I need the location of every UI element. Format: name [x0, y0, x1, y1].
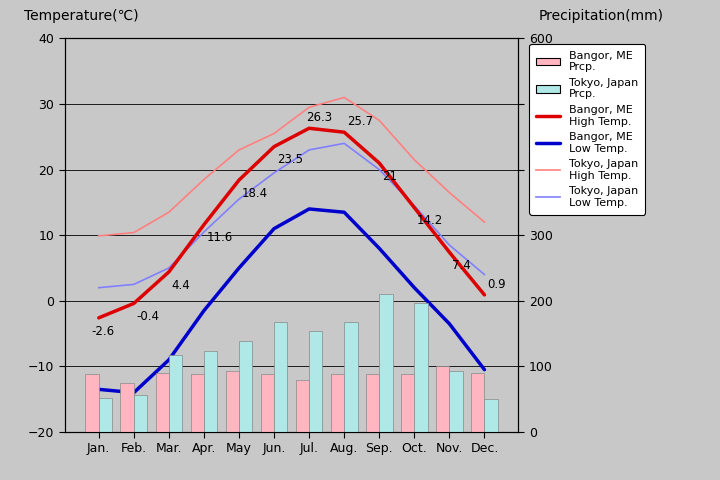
Bar — [86, 373, 99, 432]
Text: 11.6: 11.6 — [207, 231, 233, 244]
Bar — [191, 373, 204, 432]
Text: 4.4: 4.4 — [171, 278, 190, 292]
Bar — [99, 398, 112, 432]
Bar — [239, 341, 252, 432]
Text: Precipitation(mm): Precipitation(mm) — [539, 9, 664, 23]
Text: 21: 21 — [382, 170, 397, 183]
Text: -2.6: -2.6 — [91, 324, 115, 337]
Text: 25.7: 25.7 — [347, 115, 373, 128]
Bar — [414, 303, 428, 432]
Text: 26.3: 26.3 — [306, 111, 333, 124]
Text: 7.4: 7.4 — [452, 259, 471, 272]
Bar — [120, 384, 134, 432]
Bar — [169, 355, 182, 432]
Bar — [379, 294, 392, 432]
Bar — [471, 373, 485, 432]
Text: Temperature(℃): Temperature(℃) — [24, 9, 139, 23]
Bar — [331, 373, 344, 432]
Text: -0.4: -0.4 — [137, 310, 160, 323]
Bar — [366, 373, 379, 432]
Legend: Bangor, ME
Prcp., Tokyo, Japan
Prcp., Bangor, ME
High Temp., Bangor, ME
Low Temp: Bangor, ME Prcp., Tokyo, Japan Prcp., Ba… — [529, 44, 645, 215]
Text: 0.9: 0.9 — [487, 278, 506, 291]
Bar — [309, 331, 323, 432]
Bar — [485, 398, 498, 432]
Text: 23.5: 23.5 — [277, 153, 303, 166]
Bar — [449, 371, 463, 432]
Text: 18.4: 18.4 — [242, 187, 268, 200]
Bar — [134, 395, 147, 432]
Text: 14.2: 14.2 — [417, 214, 444, 228]
Bar — [401, 374, 414, 432]
Bar — [156, 373, 169, 432]
Bar — [436, 366, 449, 432]
Bar — [204, 351, 217, 432]
Bar — [261, 373, 274, 432]
Bar — [344, 322, 358, 432]
Bar — [296, 380, 309, 432]
Bar — [274, 322, 287, 432]
Bar — [225, 371, 239, 432]
